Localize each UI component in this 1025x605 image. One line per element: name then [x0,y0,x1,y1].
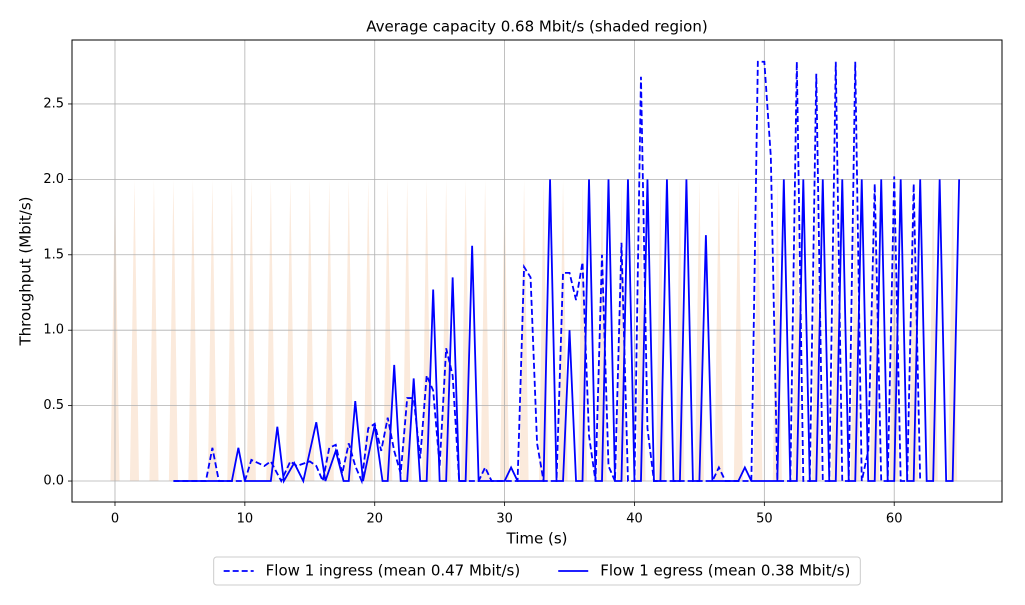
x-tick-label: 10 [237,512,254,527]
y-tick-label: 2.5 [43,96,64,111]
x-tick-label: 40 [626,512,643,527]
y-tick-label: 2.0 [43,172,64,187]
x-tick-label: 30 [496,512,513,527]
y-tick-label: 0.5 [43,398,64,413]
plot-frame [71,39,1003,503]
y-tick-label: 1.0 [43,323,64,338]
legend: Flow 1 ingress (mean 0.47 Mbit/s) Flow 1 … [213,556,861,586]
x-tick-label: 20 [366,512,383,527]
legend-box [213,556,861,586]
x-tick-label: 50 [756,512,773,527]
line [173,179,961,484]
legend-label: Flow 1 egress (mean 0.38 Mbit/s) [600,562,850,580]
chart-title: Average capacity 0.68 Mbit/s (shaded reg… [366,18,707,36]
y-tick-label: 0.0 [43,474,64,489]
x-tick-label: 60 [886,512,903,527]
x-axis-label: Time (s) [506,530,568,548]
legend-label: Flow 1 ingress (mean 0.47 Mbit/s) [266,562,521,580]
shaded-area [110,179,958,482]
x-tick-label: 0 [111,512,119,527]
y-axis-label: Throughput (Mbit/s) [17,197,35,347]
y-tick-label: 1.5 [43,247,64,262]
